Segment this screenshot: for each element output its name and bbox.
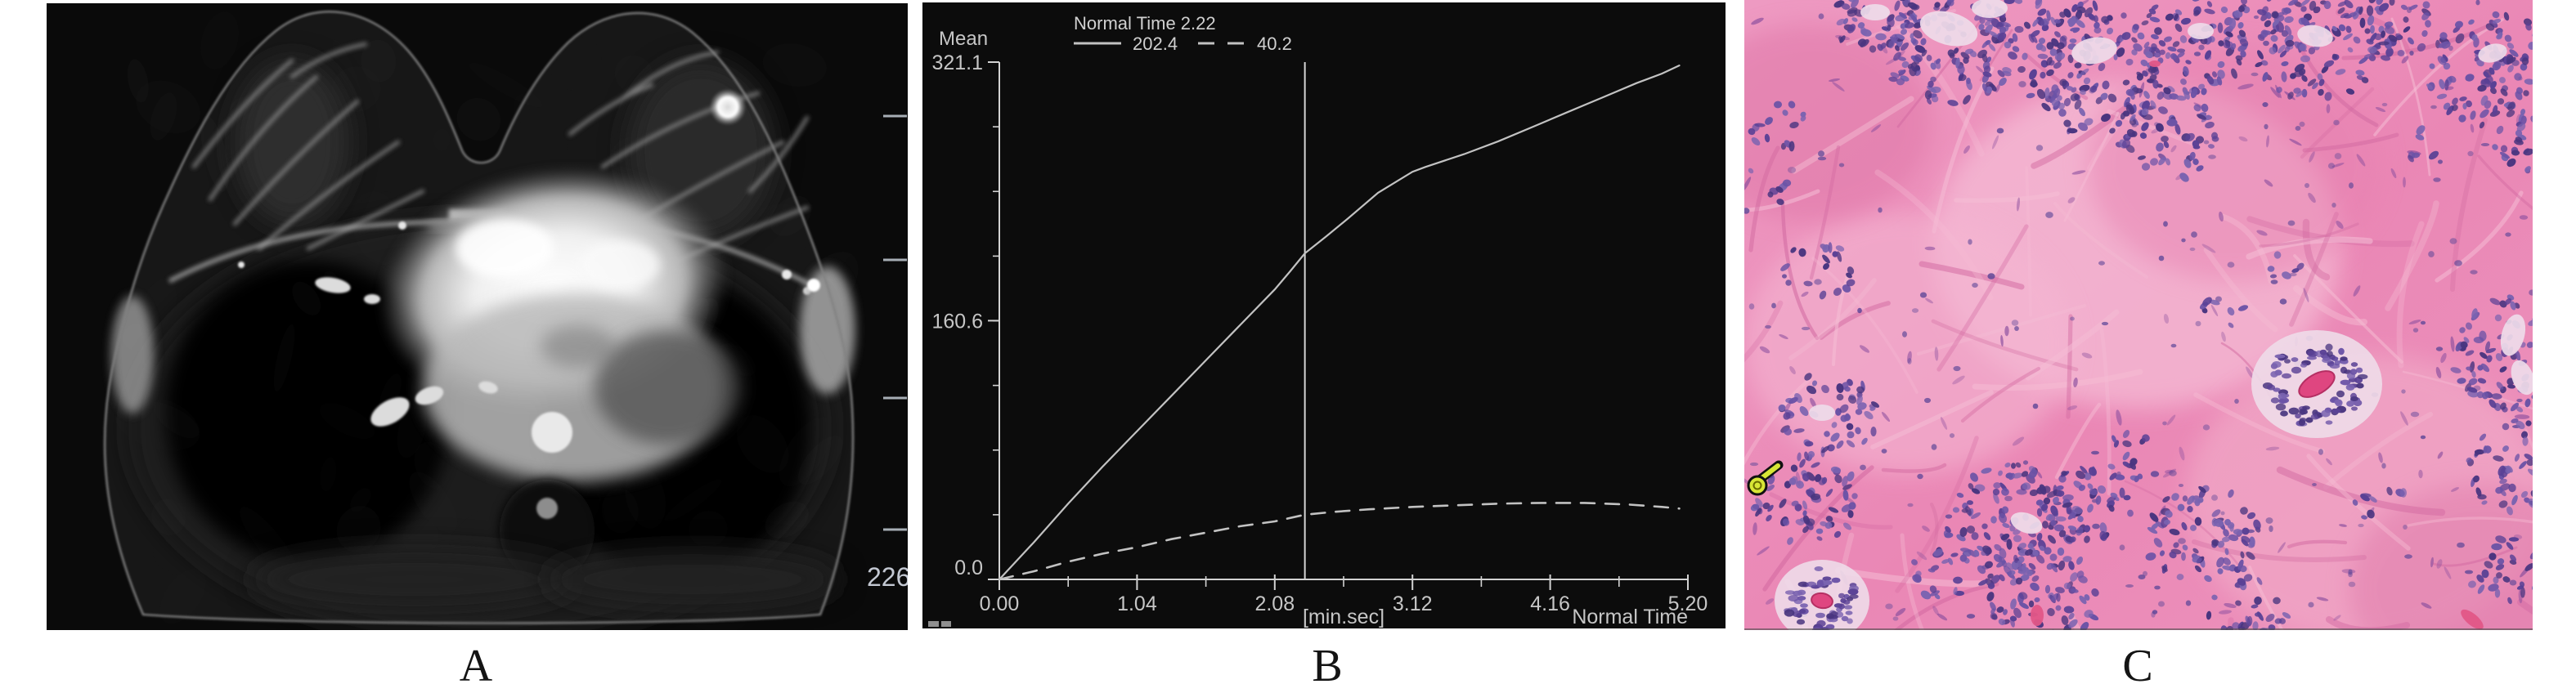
chart-axes [988, 61, 1689, 590]
svg-text:321.1: 321.1 [931, 51, 983, 74]
duct-red-lumen [2298, 370, 2336, 398]
svg-text:1.04: 1.04 [1117, 592, 1157, 615]
heart-bright-region [379, 167, 742, 481]
panel-a-breast-mri: 226 [47, 3, 908, 630]
ruler-ticks [883, 114, 907, 531]
y-axis-title: Mean [939, 28, 988, 50]
tumor-cell-cluster [1780, 242, 1856, 300]
tumor-cell-cluster [1748, 101, 1806, 152]
enhancing-lesion-marker [710, 89, 746, 125]
chart-legend: 202.4 40.2 [1074, 34, 1292, 54]
tumor-cell-cluster [1778, 373, 1880, 458]
series-solid [998, 64, 1681, 581]
series-dashed [998, 502, 1681, 581]
panel-label-a: A [459, 641, 493, 691]
slice-number-overlay: 226 [867, 562, 908, 592]
tumor-cell-cluster [1833, 0, 1920, 53]
svg-text:0.0: 0.0 [954, 557, 983, 579]
tumor-cell-cluster [2115, 87, 2219, 182]
svg-text:5.20: 5.20 [1668, 592, 1708, 615]
panel-label-c: C [2122, 641, 2153, 691]
mri-axial-image: 226 [47, 3, 908, 630]
tumor-cell-cluster [2267, 251, 2304, 279]
svg-text:202.4: 202.4 [1133, 34, 1178, 54]
svg-text:3.12: 3.12 [1393, 592, 1433, 615]
tumor-cell-cluster [2348, 0, 2431, 61]
tumor-cell-cluster [2468, 535, 2533, 605]
tumor-cell-cluster [2492, 123, 2533, 172]
chart-title: Normal Time 2.22 [1074, 13, 1216, 34]
svg-text:160.6: 160.6 [931, 310, 983, 333]
panel-c-histopathology [1744, 0, 2533, 630]
tumor-cell-cluster [1748, 168, 1792, 205]
panel-label-b: B [1312, 641, 1343, 691]
svg-text:40.2: 40.2 [1257, 34, 1292, 54]
tumor-cell-cluster [1911, 547, 1988, 600]
svg-text:4.16: 4.16 [1530, 592, 1570, 615]
tumor-cell-cluster [2199, 297, 2249, 329]
tumor-cell-cluster [2131, 0, 2248, 99]
tumor-cell-cluster [2408, 125, 2439, 163]
tumor-cell-cluster [2466, 418, 2533, 516]
tumor-cell-cluster [2352, 486, 2408, 520]
tumor-cell-cluster [2107, 430, 2150, 483]
yellow-pointer-marker [1747, 460, 1784, 496]
x-axis-title: Normal Time [1572, 606, 1688, 628]
panel-b-kinetic-curve-chart: 0.0 160.6 321.1 0.00 1.04 2.08 3.12 4.16 5.20 Mea… [922, 2, 1726, 628]
duct-red-lumen [1811, 592, 1833, 610]
time-intensity-chart: 0.0 160.6 321.1 0.00 1.04 2.08 3.12 4.16 5.20 Mea… [922, 2, 1726, 628]
svg-text:2.08: 2.08 [1254, 592, 1295, 615]
histology-image [1744, 0, 2533, 630]
tumor-cell-cluster [2145, 485, 2261, 583]
tumor-cell-cluster [2043, 465, 2134, 543]
aorta-bright-dot [532, 412, 572, 453]
x-axis-unit-label: [min.sec] [1303, 606, 1384, 628]
svg-text:0.00: 0.00 [980, 592, 1020, 615]
tumor-cell-cluster [1985, 545, 2099, 630]
